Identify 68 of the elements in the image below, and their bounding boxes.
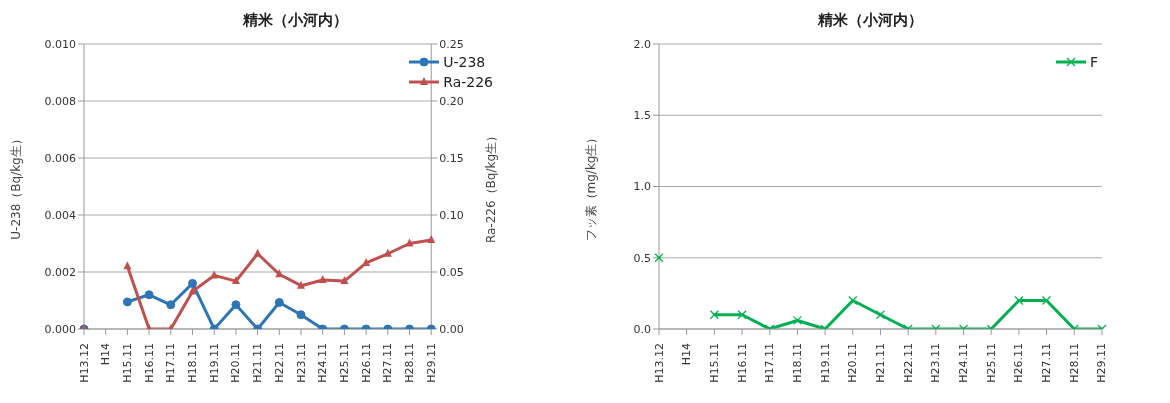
y-tick-label: 0.5 xyxy=(633,251,651,265)
x-tick-label: H28.11 xyxy=(1067,343,1081,383)
x-tick-label: H22.11 xyxy=(901,343,915,383)
x-tick-label: H19.11 xyxy=(207,343,221,383)
y2-axis-title: Ra-226（Bq/kg生） xyxy=(484,129,499,244)
x-tick-label: H28.11 xyxy=(403,343,417,383)
point xyxy=(362,257,371,266)
y-tick-label: 2.0 xyxy=(633,37,651,51)
x-tick-label: H13.12 xyxy=(77,343,91,383)
y2-tick-label: 0.15 xyxy=(439,151,464,165)
x-tick-label: H20.11 xyxy=(846,343,860,383)
x-tick-label: H29.11 xyxy=(424,343,438,383)
y-axis-title: フッ素（mg/kg生） xyxy=(584,131,599,242)
x-tick-label: H26.11 xyxy=(359,343,373,383)
x-tick-label: H20.11 xyxy=(229,343,243,383)
x-tick-label: H24.11 xyxy=(316,343,330,383)
y2-tick-label: 0.20 xyxy=(439,94,464,108)
y-axis-title: U-238（Bq/kg生） xyxy=(9,133,24,240)
y-tick-label: 0.004 xyxy=(44,208,76,222)
legend-label: Ra-226 xyxy=(443,74,493,90)
point xyxy=(188,286,197,295)
x-tick-label: H21.11 xyxy=(251,343,265,383)
point xyxy=(253,248,262,257)
x-tick-label: H27.11 xyxy=(1040,343,1054,383)
y2-tick-label: 0.25 xyxy=(439,37,464,51)
x-tick-label: H22.11 xyxy=(272,343,286,383)
point xyxy=(340,276,349,285)
x-tick-label: H14 xyxy=(99,343,113,366)
x-tick-label: H21.11 xyxy=(873,343,887,383)
point xyxy=(405,238,414,247)
x-tick-label: H15.11 xyxy=(707,343,721,383)
x-tick-label: H16.11 xyxy=(735,343,749,383)
x-tick-label: H17.11 xyxy=(763,343,777,383)
legend-label: U-238 xyxy=(443,54,486,70)
y2-tick-label: 0.00 xyxy=(439,322,464,336)
x-tick-label: H27.11 xyxy=(381,343,395,383)
y-tick-label: 0.008 xyxy=(44,94,76,108)
point xyxy=(297,280,306,289)
x-tick-label: H17.11 xyxy=(164,343,178,383)
x-tick-label: H24.11 xyxy=(957,343,971,383)
legend-label: F xyxy=(1089,54,1098,70)
x-tick-label: H29.11 xyxy=(1095,343,1109,383)
x-tick-label: H23.11 xyxy=(929,343,943,383)
x-tick-label: H18.11 xyxy=(186,343,200,383)
x-tick-label: H23.11 xyxy=(294,343,308,383)
x-tick-label: H25.11 xyxy=(984,343,998,383)
y-tick-label: 1.5 xyxy=(633,109,651,123)
y-tick-label: 1.0 xyxy=(633,180,651,194)
y-tick-label: 0.010 xyxy=(44,37,76,51)
x-tick-label: H19.11 xyxy=(818,343,832,383)
y-tick-label: 0.0 xyxy=(633,322,651,336)
x-tick-label: H13.12 xyxy=(652,343,666,383)
x-tick-label: H14 xyxy=(680,343,694,366)
x-tick-label: H15.11 xyxy=(120,343,134,383)
y-tick-label: 0.006 xyxy=(44,151,76,165)
y2-tick-label: 0.05 xyxy=(439,265,464,279)
x-tick-label: H25.11 xyxy=(337,343,351,383)
point xyxy=(383,248,392,257)
chart-title: 精米（小河内） xyxy=(817,10,924,31)
y-tick-label: 0.002 xyxy=(44,265,76,279)
x-tick-label: H16.11 xyxy=(142,343,156,383)
chart-title: 精米（小河内） xyxy=(242,10,349,31)
y2-tick-label: 0.10 xyxy=(439,208,464,222)
point xyxy=(231,276,240,285)
point xyxy=(318,274,327,283)
x-tick-label: H26.11 xyxy=(1012,343,1026,383)
x-tick-label: H18.11 xyxy=(790,343,804,383)
y-tick-label: 0.000 xyxy=(44,322,76,336)
